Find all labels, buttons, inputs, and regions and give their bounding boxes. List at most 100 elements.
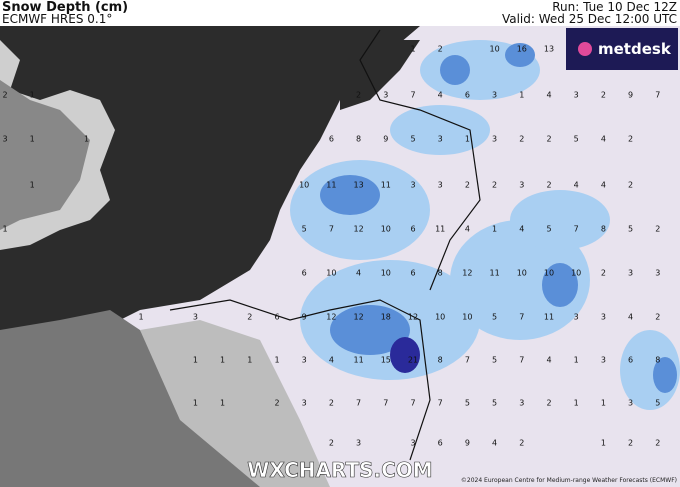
snow-value: 1 (519, 91, 524, 100)
snow-value: 1 (138, 313, 143, 322)
snow-value: 1 (30, 181, 35, 190)
snow-value: 2 (2, 91, 7, 100)
snow-value: 3 (492, 135, 497, 144)
snow-value: 3 (2, 135, 7, 144)
snow-value: 7 (438, 399, 443, 408)
snow-value: 6 (438, 439, 443, 448)
snow-value: 3 (601, 356, 606, 365)
snow-value: 2 (546, 181, 551, 190)
snow-value: 4 (329, 356, 334, 365)
snow-value: 3 (383, 91, 388, 100)
copyright: ©2024 European Centre for Medium-range W… (461, 477, 677, 484)
uk-land (0, 80, 90, 230)
snow-value: 7 (410, 399, 415, 408)
run: Run: Tue 10 Dec 12Z (552, 0, 677, 14)
snow-value: 13 (354, 181, 364, 190)
snow-value: 1 (465, 135, 470, 144)
snow-value: 1 (220, 399, 225, 408)
snow-value: 16 (517, 45, 527, 54)
snow-value: 2 (465, 181, 470, 190)
snow-value: 7 (383, 399, 388, 408)
snow-value: 11 (544, 313, 554, 322)
snow-value: 3 (519, 399, 524, 408)
snow-value: 3 (438, 135, 443, 144)
snow-value: 4 (546, 356, 551, 365)
snow-value: 10 (462, 313, 472, 322)
snow-value: 11 (354, 356, 364, 365)
snow-value: 9 (383, 135, 388, 144)
logo: metdesk (598, 40, 672, 58)
snow-value: 12 (326, 313, 336, 322)
snow-value: 12 (462, 269, 472, 278)
snow-value: 5 (302, 225, 307, 234)
snow-value: 12 (408, 313, 418, 322)
snow-value: 9 (302, 313, 307, 322)
snow-value: 11 (435, 225, 445, 234)
snow-value: 1 (247, 356, 252, 365)
snow-value: 3 (519, 181, 524, 190)
snow-value: 12 (354, 225, 364, 234)
snow-value: 21 (408, 356, 418, 365)
snow-value: 4 (519, 225, 524, 234)
valid: Valid: Wed 25 Dec 12:00 UTC (502, 12, 677, 26)
snow-value: 3 (492, 91, 497, 100)
snow-value: 5 (410, 135, 415, 144)
snow-value: 4 (465, 225, 470, 234)
snow-value: 6 (410, 225, 415, 234)
snow-value: 3 (574, 91, 579, 100)
snow-value: 10 (571, 269, 581, 278)
snow-value: 8 (438, 269, 443, 278)
sea (0, 26, 420, 360)
snow-value: 7 (519, 356, 524, 365)
snow-value: 3 (574, 313, 579, 322)
snow-value: 2 (546, 135, 551, 144)
snow-value: 7 (574, 225, 579, 234)
snow-value: 6 (302, 269, 307, 278)
snow-value: 6 (628, 356, 633, 365)
snow-value: 10 (435, 313, 445, 322)
snow-value: 2 (329, 399, 334, 408)
snow-value: 7 (465, 356, 470, 365)
snow-value: 2 (655, 313, 660, 322)
snow-value: 3 (193, 313, 198, 322)
snow-value: 6 (465, 91, 470, 100)
snow-value: 2 (329, 439, 334, 448)
snow-value: 5 (574, 135, 579, 144)
snow-value: 11 (381, 181, 391, 190)
snow-value: 9 (465, 439, 470, 448)
snow-value: 3 (628, 399, 633, 408)
title: Snow Depth (cm) (2, 0, 128, 15)
snow-value: 2 (628, 135, 633, 144)
snow-value: 4 (601, 181, 606, 190)
snow-value: 7 (655, 91, 660, 100)
snow-value: 4 (438, 91, 443, 100)
snow-value: 5 (492, 399, 497, 408)
snow-value: 6 (274, 313, 279, 322)
logo-icon (578, 42, 592, 56)
snow-value: 6 (410, 269, 415, 278)
snow-value: 6 (329, 135, 334, 144)
snow-value: 3 (410, 439, 415, 448)
snow-value: 7 (329, 225, 334, 234)
snow-value: 2 (274, 399, 279, 408)
snow-value: 2 (546, 399, 551, 408)
snow-value: 2 (438, 45, 443, 54)
snow-value: 2 (655, 225, 660, 234)
snow-value: 2 (655, 439, 660, 448)
snow-value: 3 (628, 269, 633, 278)
snow-value: 1 (574, 356, 579, 365)
snow-value: 11 (490, 269, 500, 278)
snow-value: 5 (628, 225, 633, 234)
wadden-sea (340, 40, 420, 110)
snow-deep (390, 337, 420, 373)
snow-value: 2 (519, 439, 524, 448)
snow-value: 5 (655, 399, 660, 408)
snow-value: 2 (628, 439, 633, 448)
snow-value: 3 (601, 313, 606, 322)
snow-value: 10 (544, 269, 554, 278)
snow-value: 1 (30, 91, 35, 100)
snow-value: 2 (601, 91, 606, 100)
snow-value: 1 (410, 45, 415, 54)
